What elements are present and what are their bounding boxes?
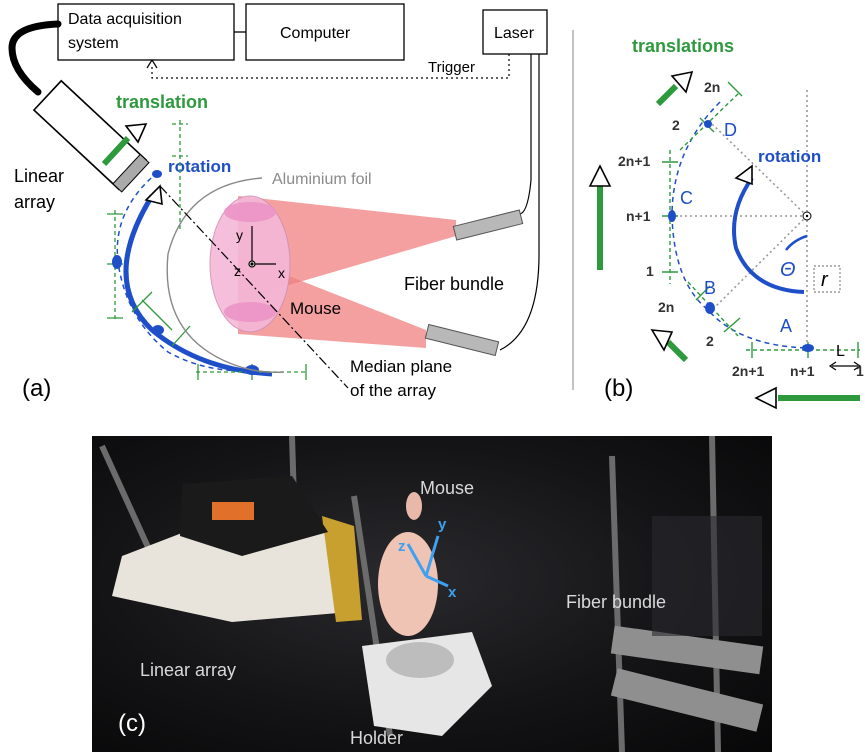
fiber-bundle-label-a: Fiber bundle <box>404 274 504 294</box>
photo-axis-z: z <box>398 538 406 555</box>
daq-label-2: system <box>68 35 119 52</box>
linear-array-probe <box>32 79 150 193</box>
tick-top-2: 2 <box>672 117 680 133</box>
photo-panel: Mouse y z x Fiber bundle Linear array Ho… <box>92 436 772 752</box>
laser-label: Laser <box>494 25 535 42</box>
tick-lower-2n: 2n <box>658 299 674 315</box>
median-plane-line <box>159 185 349 389</box>
tick-top-2n: 2n <box>704 79 720 95</box>
axis-z-a: z <box>234 263 241 279</box>
axis-y-a: y <box>236 227 243 243</box>
axes-c <box>406 535 449 588</box>
tick-left-n1: n+1 <box>626 208 651 224</box>
daq-box <box>57 3 235 61</box>
panel-b: translations rotation Θ r <box>588 36 864 410</box>
fiber-tip-lower <box>424 323 500 357</box>
trigger-line <box>151 54 510 79</box>
tick-bottom-n1: n+1 <box>790 363 815 379</box>
rotation-label-b: rotation <box>758 147 821 166</box>
tick-bottom-2n1: 2n+1 <box>732 363 765 379</box>
fiber-bundle-photo <box>610 625 764 732</box>
tick-bottom-1: 1 <box>856 363 864 379</box>
L-label: L <box>836 343 845 360</box>
photo-scene <box>99 436 764 752</box>
rotation-arc-a <box>123 194 273 377</box>
axis-x-a: x <box>278 265 285 281</box>
aluminium-foil-label: Aluminium foil <box>272 171 372 188</box>
daq-label-1: Data acquisition <box>68 11 182 28</box>
radius-lines <box>672 90 808 350</box>
tick-left-1: 1 <box>646 263 654 279</box>
photo-linear-array-label: Linear array <box>140 660 237 680</box>
array-cable <box>8 20 62 96</box>
element-dots-a <box>112 170 259 375</box>
light-beam-upper <box>238 196 456 300</box>
laser-box <box>482 9 548 55</box>
photo-fiber-bundle-label: Fiber bundle <box>566 592 667 612</box>
rotation-arc-b <box>732 176 805 294</box>
mouse-photo <box>378 532 438 636</box>
element-dots-b <box>668 120 814 352</box>
linear-array-label-2: array <box>14 192 55 212</box>
point-C: C <box>680 188 693 208</box>
axes-a <box>248 226 276 268</box>
photo-holder-label: Holder <box>350 728 404 748</box>
fiber-cable-upper <box>519 54 532 215</box>
r-label: r <box>821 269 829 291</box>
aluminium-foil-arc <box>166 177 285 374</box>
panel-b-label: (b) <box>604 375 633 402</box>
rotation-label-a: rotation <box>168 157 231 176</box>
photo-axis-y: y <box>438 516 447 533</box>
photo-mouse-label: Mouse <box>420 478 475 498</box>
median-label-1: Median plane <box>350 357 452 376</box>
trigger-label: Trigger <box>428 59 475 76</box>
tick-lower-2: 2 <box>706 333 714 349</box>
mouse-label-a: Mouse <box>290 299 341 318</box>
computer-box <box>245 3 405 61</box>
median-label-2: of the array <box>350 381 436 400</box>
panel-a-label: (a) <box>22 375 51 402</box>
translation-label: translation <box>116 92 208 112</box>
point-B: B <box>704 278 716 298</box>
theta-label: Θ <box>780 259 796 281</box>
panel-a: Data acquisition system Computer Laser T… <box>8 3 548 402</box>
scan-ticks-b <box>662 81 860 358</box>
point-D: D <box>724 120 737 140</box>
computer-label: Computer <box>280 25 351 42</box>
translations-label: translations <box>632 36 734 56</box>
photo-axis-x: x <box>448 584 457 601</box>
scan-arc-b <box>671 101 809 349</box>
tick-left-2n1: 2n+1 <box>618 153 651 169</box>
translation-arrow-head <box>124 123 148 144</box>
fiber-tip-upper <box>452 209 524 241</box>
linear-array-label-1: Linear <box>14 166 64 186</box>
panel-c-label: (c) <box>118 710 146 737</box>
fiber-cable-lower <box>499 54 540 351</box>
tick-labels-b: 2n 2 2n+1 n+1 1 2n 2 2n+1 n+1 1 <box>618 79 864 379</box>
scan-ticks-a <box>107 120 308 380</box>
point-A: A <box>780 316 792 336</box>
